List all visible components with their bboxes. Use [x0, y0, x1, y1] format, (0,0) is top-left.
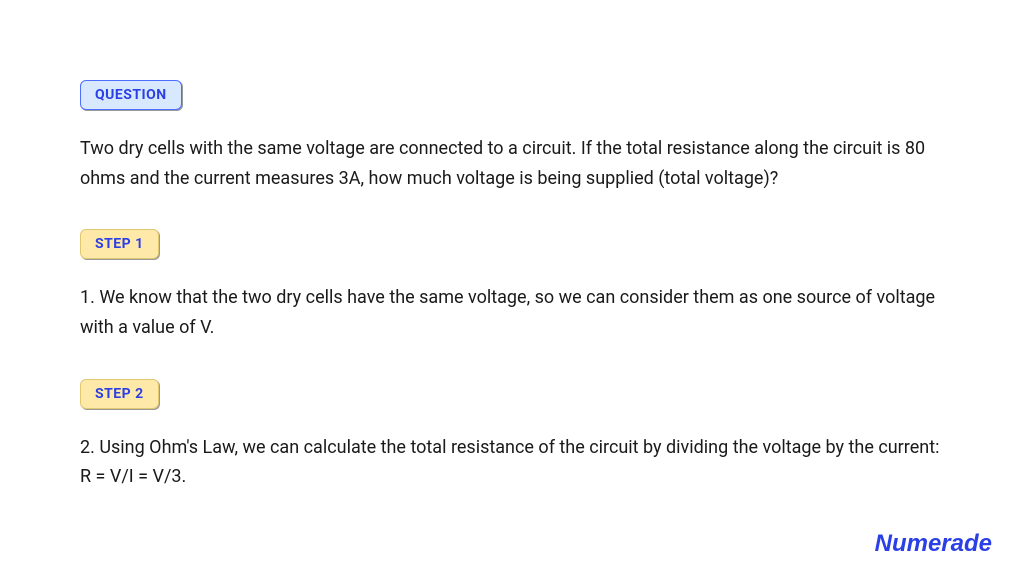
question-badge: QUESTION [80, 80, 182, 110]
step-1-badge: STEP 1 [80, 229, 159, 259]
question-text: Two dry cells with the same voltage are … [80, 134, 944, 193]
step-2-section: STEP 2 2. Using Ohm's Law, we can calcul… [80, 379, 944, 492]
step-2-badge: STEP 2 [80, 379, 159, 409]
step-2-text: 2. Using Ohm's Law, we can calculate the… [80, 433, 944, 492]
step-1-section: STEP 1 1. We know that the two dry cells… [80, 229, 944, 342]
question-section: QUESTION Two dry cells with the same vol… [80, 80, 944, 193]
numerade-logo: Numerade [875, 530, 992, 558]
step-1-text: 1. We know that the two dry cells have t… [80, 283, 944, 342]
